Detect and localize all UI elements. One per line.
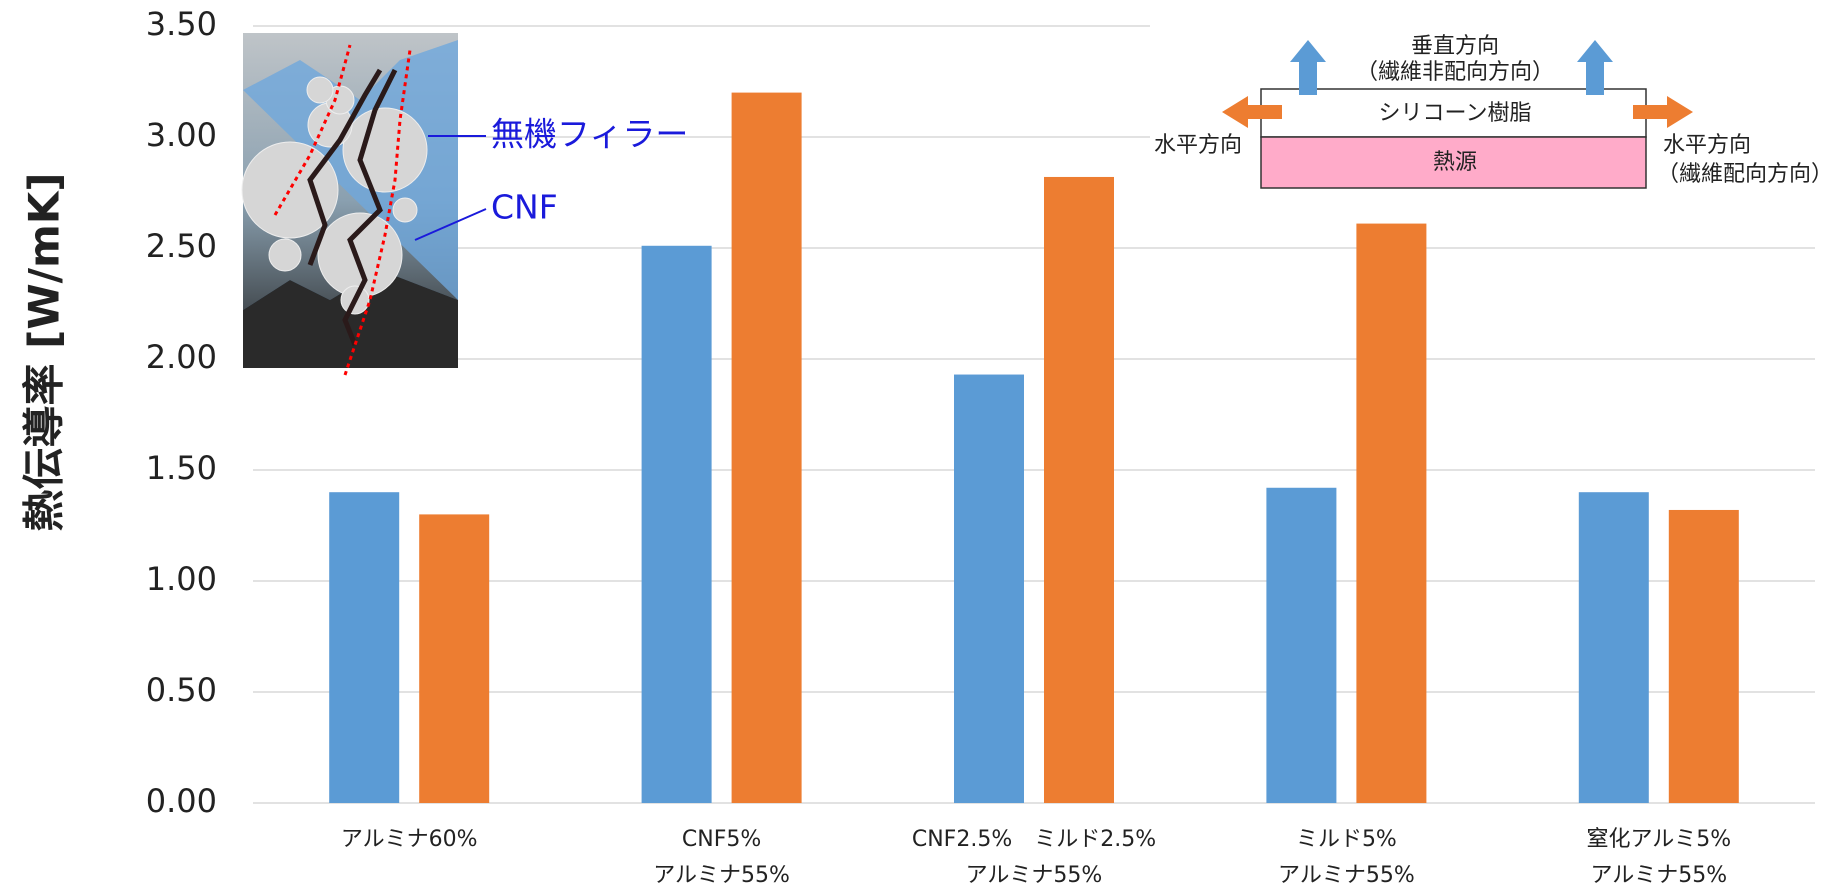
annotation: 垂直方向	[1411, 34, 1499, 59]
bar	[1668, 509, 1739, 803]
bar	[419, 514, 490, 803]
heat-source	[1260, 136, 1647, 189]
arrow-up	[1577, 40, 1613, 95]
x-tick-label: アルミナ60%	[340, 827, 478, 852]
y-tick-label: 3.00	[146, 116, 217, 154]
annotation: CNF	[491, 188, 558, 227]
y-tick-label: 2.00	[146, 338, 217, 376]
callout-line	[414, 208, 487, 241]
filler-particle	[392, 197, 418, 223]
annotation: 水平方向	[1663, 133, 1751, 158]
heat-path	[343, 49, 412, 376]
annotation: 無機フィラー	[491, 115, 688, 154]
bar	[1266, 487, 1337, 803]
filler-particle	[241, 141, 339, 239]
x-tick-label: CNF2.5% ミルド2.5% アルミナ55%	[911, 827, 1157, 888]
annotation: （繊維非配向方向）	[1356, 60, 1554, 85]
bar	[1578, 492, 1649, 803]
bar	[1044, 176, 1114, 803]
x-tick-label: 窒化アルミ5% アルミナ55%	[1586, 827, 1732, 888]
arrow-left	[1222, 96, 1282, 128]
y-axis-label: 熱伝導率 [W/mK]	[20, 173, 69, 532]
y-tick-label: 1.50	[146, 449, 217, 487]
y-tick-label: 2.50	[146, 227, 217, 265]
filler-particle	[268, 238, 302, 272]
y-tick-label: 3.50	[146, 5, 217, 43]
arrow-right	[1633, 96, 1693, 128]
arrow-up	[1290, 40, 1326, 95]
x-tick-label: CNF5% アルミナ55%	[653, 827, 790, 888]
filler-particle	[306, 76, 334, 104]
cnf-fiber	[307, 68, 383, 266]
bar	[731, 92, 802, 804]
filler-particle	[317, 212, 403, 298]
bar	[954, 374, 1024, 803]
annotation: 水平方向	[1154, 133, 1242, 158]
bar	[329, 492, 400, 803]
x-tick-label: ミルド5% アルミナ55%	[1278, 827, 1415, 888]
annotation: シリコーン樹脂	[1379, 101, 1532, 126]
y-tick-label: 0.50	[146, 671, 217, 709]
filler-particle	[342, 107, 428, 193]
bar	[1356, 223, 1427, 803]
annotation: （繊維配向方向）	[1657, 162, 1833, 187]
inset-dark	[243, 270, 458, 368]
y-tick-label: 1.00	[146, 560, 217, 598]
y-tick-label: 0.00	[146, 782, 217, 820]
bar	[641, 245, 712, 803]
cnf-fiber	[342, 68, 398, 346]
annotation: 熱源	[1433, 150, 1477, 175]
heat-path	[273, 44, 352, 216]
